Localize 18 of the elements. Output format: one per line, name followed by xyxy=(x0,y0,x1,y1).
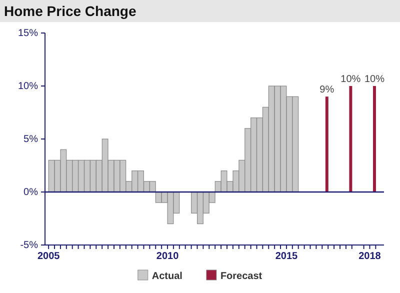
y-tick-label: -5% xyxy=(20,240,38,252)
bar xyxy=(372,86,376,192)
bar xyxy=(349,86,352,192)
legend-label: Forecast xyxy=(220,271,263,282)
y-tick-label: 15% xyxy=(18,28,38,40)
legend-label: Actual xyxy=(152,271,183,282)
data-label: 10% xyxy=(340,74,361,85)
bar xyxy=(325,96,328,192)
y-tick-label: 10% xyxy=(18,81,38,92)
y-tick-label: 0% xyxy=(24,187,38,198)
x-tick-label: 2018 xyxy=(358,251,382,262)
data-label: 10% xyxy=(364,74,385,85)
x-tick-label: 2010 xyxy=(156,251,180,262)
x-tick-label: 2005 xyxy=(37,251,60,262)
x-tick-label: 2015 xyxy=(275,251,298,262)
data-label: 9% xyxy=(320,84,334,96)
chart-title: Home Price Change xyxy=(4,3,136,19)
y-tick-label: 5% xyxy=(24,134,38,146)
